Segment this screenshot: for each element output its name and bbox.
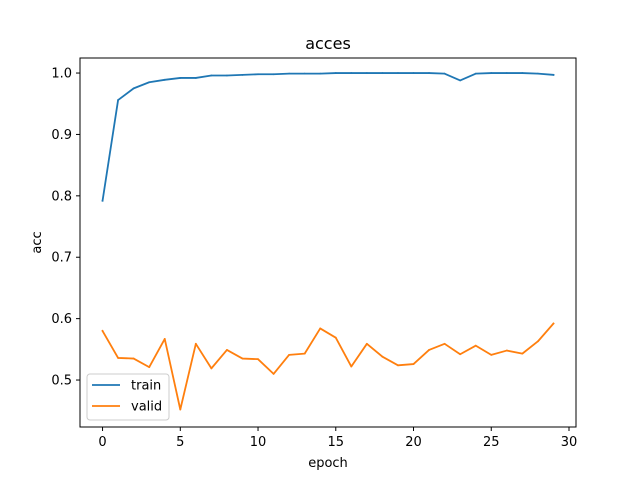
data-point-valid — [350, 365, 353, 368]
data-point-valid — [288, 353, 291, 356]
data-point-valid — [397, 364, 399, 367]
data-point-valid — [257, 358, 259, 361]
data-point-valid — [365, 342, 368, 345]
data-point-valid — [179, 408, 182, 411]
data-point-valid — [428, 349, 430, 351]
data-point-train — [101, 199, 104, 202]
data-point-valid — [241, 357, 244, 360]
y-tick-label: 0.7 — [51, 251, 72, 266]
data-point-train — [148, 81, 151, 84]
data-point-valid — [381, 355, 384, 358]
y-axis-ticks: 0.5 0.6 0.7 0.8 0.9 1.0 — [51, 67, 80, 389]
x-tick-label: 20 — [405, 435, 422, 450]
legend-label-train: train — [131, 379, 161, 394]
data-point-train — [428, 72, 430, 74]
data-point-valid — [101, 330, 104, 332]
y-tick-label: 0.8 — [51, 189, 72, 204]
data-point-train — [350, 72, 353, 74]
data-point-train — [459, 79, 462, 82]
data-point-train — [163, 78, 166, 81]
data-point-train — [397, 72, 399, 74]
data-point-valid — [490, 353, 493, 356]
data-point-train — [443, 72, 446, 75]
data-point-valid — [117, 357, 119, 359]
data-point-train — [132, 87, 135, 90]
data-point-valid — [226, 349, 228, 351]
legend: train valid — [86, 373, 170, 421]
data-point-valid — [210, 367, 213, 370]
data-point-valid — [334, 336, 337, 339]
data-point-train — [334, 72, 337, 74]
x-axis-ticks: 0 5 10 15 20 25 30 — [98, 427, 577, 450]
data-point-valid — [537, 340, 539, 343]
data-point-valid — [319, 327, 322, 330]
series-line-valid — [101, 322, 555, 411]
data-point-train — [257, 73, 259, 76]
data-point-train — [412, 72, 415, 74]
x-tick-label: 10 — [250, 435, 267, 450]
data-point-train — [117, 99, 119, 101]
x-tick-label: 15 — [328, 435, 345, 450]
plot-frame — [79, 57, 577, 428]
chart-title: acces — [305, 34, 351, 53]
data-point-valid — [148, 366, 151, 369]
series-line-train — [101, 72, 555, 202]
data-point-valid — [194, 342, 197, 345]
data-point-train — [505, 72, 508, 74]
x-tick-label: 25 — [483, 435, 500, 450]
data-point-train — [210, 74, 213, 77]
x-tick-label: 5 — [176, 435, 184, 450]
data-point-valid — [303, 352, 306, 355]
data-point-valid — [132, 357, 135, 360]
y-axis-label: acc — [30, 231, 45, 253]
data-point-train — [552, 73, 555, 76]
x-tick-label: 0 — [98, 435, 106, 450]
data-point-train — [303, 72, 306, 75]
y-tick-label: 0.9 — [51, 128, 72, 143]
data-point-train — [537, 72, 539, 75]
y-tick-label: 1.0 — [51, 67, 72, 82]
data-point-train — [474, 72, 477, 75]
data-point-valid — [412, 363, 415, 365]
data-point-train — [226, 74, 228, 77]
data-point-valid — [272, 372, 275, 375]
data-point-train — [288, 72, 291, 75]
data-point-train — [179, 77, 182, 79]
y-tick-label: 0.6 — [51, 312, 72, 327]
data-point-valid — [521, 352, 524, 355]
data-point-train — [521, 72, 524, 74]
data-point-train — [365, 72, 368, 74]
data-point-train — [490, 72, 493, 74]
y-tick-label: 0.5 — [51, 374, 72, 389]
data-point-train — [381, 72, 384, 74]
data-point-train — [272, 73, 275, 76]
x-axis-label: epoch — [308, 456, 348, 471]
data-point-valid — [505, 349, 508, 352]
data-point-valid — [163, 337, 166, 340]
data-point-train — [241, 73, 244, 76]
data-point-valid — [459, 353, 462, 356]
data-point-train — [194, 77, 197, 79]
data-point-valid — [474, 344, 477, 347]
x-tick-label: 30 — [561, 435, 578, 450]
legend-label-valid: valid — [131, 400, 162, 415]
data-point-train — [319, 72, 322, 75]
data-point-valid — [443, 342, 446, 345]
series-layer — [101, 72, 555, 411]
data-point-valid — [552, 322, 555, 325]
